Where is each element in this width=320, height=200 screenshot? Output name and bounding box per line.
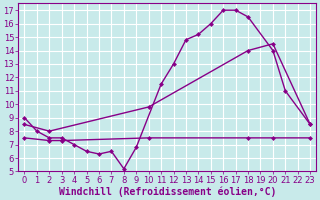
X-axis label: Windchill (Refroidissement éolien,°C): Windchill (Refroidissement éolien,°C) [59,186,276,197]
